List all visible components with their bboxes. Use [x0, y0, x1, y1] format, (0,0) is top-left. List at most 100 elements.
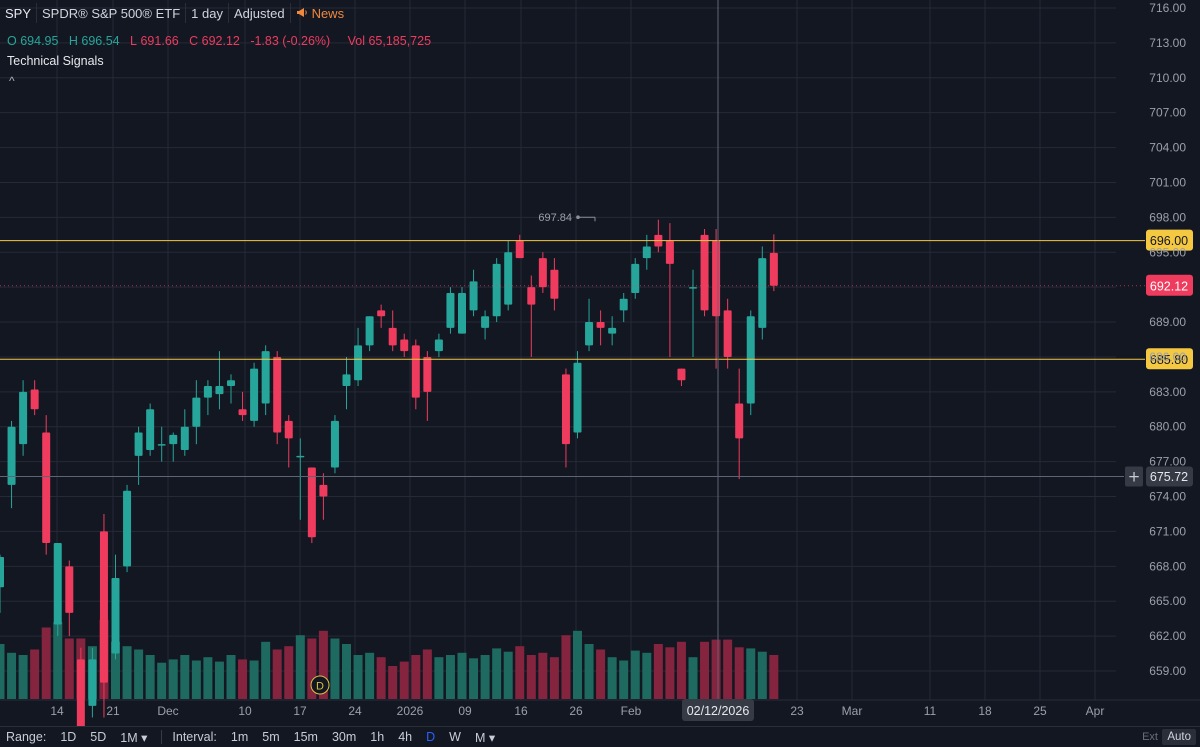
- adjusted-toggle[interactable]: Adjusted: [229, 3, 291, 23]
- interval-4h[interactable]: 4h: [398, 730, 413, 744]
- dividend-event-marker: [310, 675, 330, 695]
- candles: [0, 219, 778, 726]
- interval-label[interactable]: 1 day: [186, 3, 229, 23]
- candle-body: [746, 316, 755, 404]
- volume-bar: [295, 635, 305, 699]
- interval-1m[interactable]: 1m: [230, 730, 249, 744]
- candle-body: [146, 409, 155, 450]
- y-tick-label: 716.00: [1149, 1, 1186, 15]
- x-tick-label: 09: [458, 704, 472, 718]
- candle: [123, 484, 132, 573]
- interval-30m[interactable]: 30m: [331, 730, 357, 744]
- candle: [296, 438, 305, 520]
- volume-bar: [596, 649, 606, 699]
- interval-w[interactable]: W: [449, 730, 461, 744]
- candle: [677, 368, 686, 387]
- volume-bar: [434, 657, 444, 699]
- volume-bar: [342, 644, 351, 699]
- last-price-label: 692.12: [1150, 279, 1188, 293]
- candle: [735, 368, 744, 480]
- candle: [203, 380, 212, 416]
- symbol[interactable]: SPY: [0, 3, 38, 23]
- interval-5m[interactable]: 5m: [262, 730, 280, 744]
- interval-d[interactable]: D: [426, 730, 436, 744]
- range-5d[interactable]: 5D: [90, 730, 107, 744]
- volume-bar: [757, 651, 767, 699]
- volume-value: 65,185,725: [368, 34, 432, 48]
- candle: [585, 298, 594, 352]
- candle-body: [723, 310, 732, 357]
- candle-body: [342, 374, 351, 387]
- y-tick-label: 671.00: [1149, 524, 1186, 538]
- candle: [446, 287, 455, 334]
- collapse-caret-icon[interactable]: ^: [9, 74, 15, 88]
- high-value: 696.54: [81, 34, 120, 48]
- candle-body: [215, 386, 224, 395]
- candle-body: [735, 403, 744, 439]
- y-tick-label: 701.00: [1149, 175, 1186, 189]
- crosshair-add-button: [1125, 466, 1143, 487]
- candle-body: [180, 426, 189, 450]
- volume-bar: [0, 644, 5, 699]
- x-tick-label: 26: [569, 704, 583, 718]
- volume-bar: [145, 655, 155, 699]
- volume-bar: [653, 644, 663, 699]
- candle: [619, 292, 628, 323]
- candle-body: [261, 351, 270, 404]
- candle: [192, 380, 201, 445]
- volume-bar: [561, 635, 571, 699]
- candle-body: [7, 426, 16, 485]
- price-chart[interactable]: 696.00 685.80 716.00 713.00 710.00 707.00 704…: [0, 0, 1200, 726]
- candle-body: [619, 298, 628, 311]
- candle: [550, 258, 559, 311]
- candle-body: [608, 327, 617, 334]
- y-tick-label: 698.00: [1149, 210, 1186, 224]
- crosshair-price-badge: [1146, 466, 1193, 487]
- candle-body: [400, 339, 409, 352]
- candle: [654, 219, 663, 253]
- volume-bar: [272, 649, 282, 699]
- volume-bar: [711, 639, 721, 699]
- candle: [65, 560, 74, 637]
- candle-body: [111, 577, 120, 654]
- interval-m[interactable]: M ▾: [474, 730, 496, 745]
- volume-bar: [469, 658, 479, 699]
- candle-body: [330, 420, 339, 468]
- candle-body: [573, 362, 582, 433]
- candle-body: [388, 327, 397, 346]
- candle: [411, 339, 420, 410]
- range-1m[interactable]: 1M ▾: [120, 730, 148, 745]
- crosshair-date-badge: [682, 699, 754, 721]
- high-label: H: [68, 34, 78, 48]
- alert-line-label: 696.00: [1150, 234, 1188, 248]
- technical-signals[interactable]: Technical Signals: [7, 54, 104, 68]
- high-marker-label: 697.84: [538, 212, 572, 224]
- range-bar: Range: 1D 5D 1M ▾ Interval: 1m 5m 15m 30…: [0, 726, 1200, 747]
- candle-body: [284, 420, 293, 439]
- y-tick-label: 704.00: [1149, 141, 1186, 155]
- candle: [689, 269, 697, 357]
- x-tick-label: Dec: [157, 704, 178, 718]
- candle: [746, 310, 755, 416]
- range-1d[interactable]: 1D: [60, 730, 77, 744]
- volume-bar: [284, 646, 294, 699]
- volume-bar: [642, 652, 652, 699]
- volume-bar: [723, 639, 733, 699]
- candle: [42, 415, 51, 555]
- candle-body: [53, 543, 62, 625]
- interval-1h[interactable]: 1h: [370, 730, 385, 744]
- x-tick-label: 14: [50, 704, 64, 718]
- interval-15m[interactable]: 15m: [293, 730, 318, 744]
- candle: [573, 351, 582, 439]
- interval-label: Interval:: [172, 730, 217, 744]
- ext-toggle[interactable]: Ext: [1142, 731, 1158, 743]
- candle: [99, 513, 108, 718]
- news-button[interactable]: News: [291, 3, 350, 23]
- candle: [423, 351, 432, 421]
- auto-scale-toggle[interactable]: Auto: [1162, 729, 1196, 745]
- volume-bar: [573, 630, 582, 699]
- candle: [88, 647, 97, 718]
- chart-header: SPY SPDR® S&P 500® ETF 1 day Adjusted Ne…: [0, 2, 349, 24]
- high-marker-dot: [576, 215, 580, 220]
- candle: [665, 223, 674, 357]
